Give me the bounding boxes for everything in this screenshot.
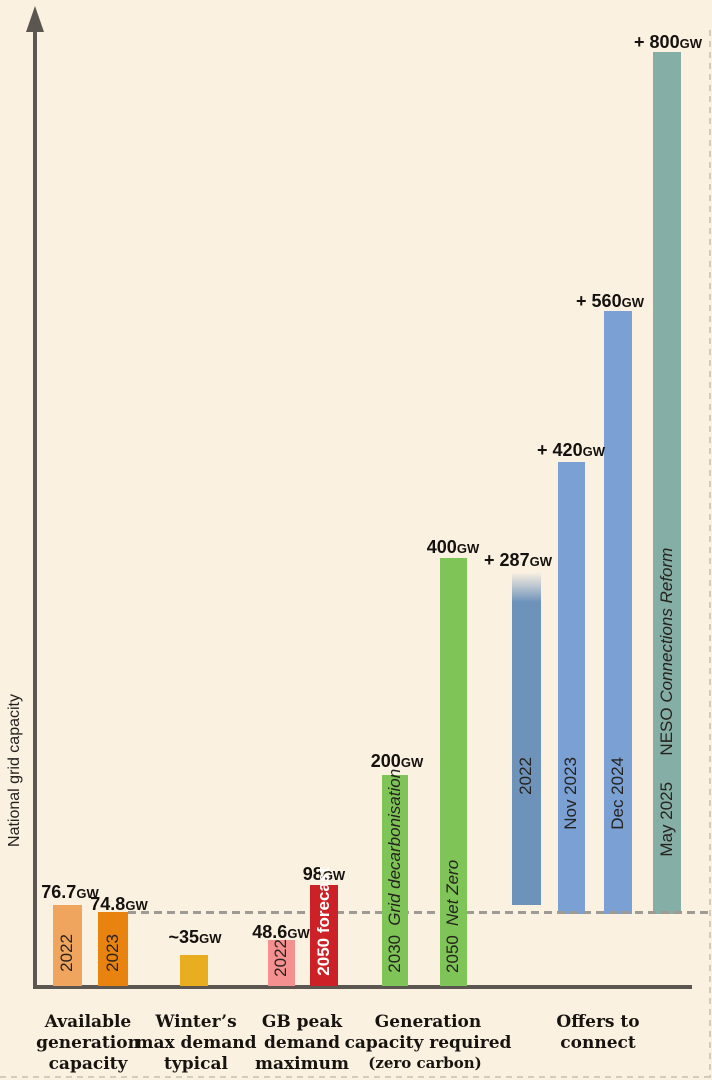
bar-label-2050-net-zero: 2050Net Zero [443, 860, 462, 973]
bar-label-available-2023: 2023 [103, 934, 122, 972]
bottom-edge-dashed-border [0, 1076, 712, 1078]
bar-winter-typical-demand [180, 955, 208, 986]
y-axis-arrow-icon [26, 6, 44, 32]
value-label-200gw: 200GW [370, 751, 424, 771]
group-sublabel-zero-carbon: (zero carbon) [368, 1054, 482, 1072]
group-label-winters-max-demand-typical: Winter’s max demand typical [135, 1012, 257, 1074]
value-label-plus-420gw: + 420GW [537, 440, 605, 460]
bar-offers-may-2025 [653, 52, 681, 914]
bar-offers-nov-2023 [558, 462, 585, 914]
value-label-48.6gw: 48.6GW [252, 922, 310, 942]
bar-label-available-2022: 2022 [57, 934, 76, 972]
value-label-plus-287gw: + 287GW [484, 550, 552, 570]
value-label-35gw: ~35GW [168, 927, 222, 947]
group-label-available-generation-capacity: Available generation capacity [36, 1012, 140, 1074]
y-axis-label: National grid capacity [6, 694, 23, 847]
bar-available-2023 [98, 912, 128, 986]
bar-peak-demand-2022 [268, 940, 295, 986]
bar-label-offers-nov-2023: Nov 2023 [561, 757, 580, 830]
baseline-dashed-line [128, 911, 712, 914]
group-label-gb-peak-demand-maximum: GB peak demand maximum [255, 1012, 349, 1074]
value-label-76.7gw: 76.7GW [41, 882, 99, 902]
bar-label-may-2025-neso-connections-reform: May 2025NESO Connections Reform [657, 548, 676, 857]
bar-label-offers-dec-2024: Dec 2024 [608, 757, 627, 830]
x-axis-line [33, 985, 692, 989]
value-label-plus-560gw: + 560GW [576, 291, 644, 311]
bar-offers-dec-2024 [604, 311, 632, 914]
value-label-74.8gw: 74.8GW [90, 894, 148, 914]
bar-label-2050-forecast: 2050 forecast [314, 867, 333, 976]
bar-peak-demand-2050-forecast [310, 885, 338, 986]
bar-label-peak-2022: 2022 [271, 939, 290, 977]
y-axis-line [33, 26, 37, 989]
value-label-400gw: 400GW [426, 537, 480, 557]
bar-required-2050 [440, 558, 467, 986]
value-label-98gw: 98GW [302, 864, 346, 884]
bar-label-2030-grid-decarbonisation: 2030Grid decarbonisation [385, 769, 404, 973]
bar-available-2022 [53, 905, 82, 986]
value-label-plus-800gw: + 800GW [634, 32, 702, 52]
group-label-offers-to-connect: Offers to connect [556, 1012, 640, 1053]
bar-offers-2022 [512, 572, 541, 905]
bar-required-2030 [382, 775, 408, 986]
right-edge-dashed-border [709, 30, 711, 1078]
bar-label-offers-2022: 2022 [516, 757, 535, 795]
group-label-generation-capacity-required: Generation capacity required [344, 1012, 512, 1053]
